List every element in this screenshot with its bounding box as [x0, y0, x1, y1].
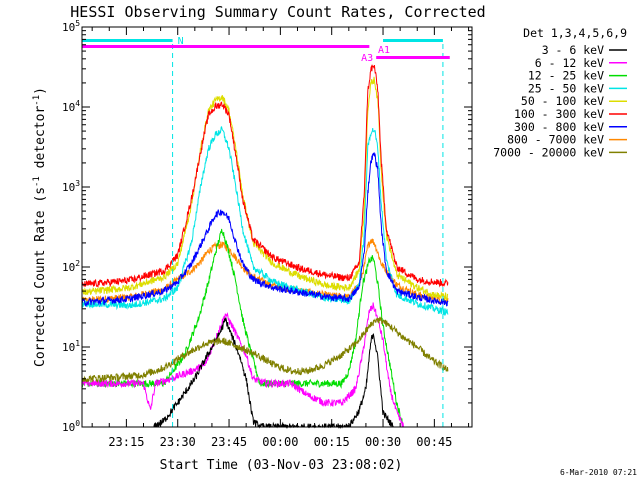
series-line-3: [81, 126, 449, 316]
y-tick-label-3: 103: [62, 179, 80, 194]
x-tick-label-2: 23:45: [211, 435, 247, 449]
y-tick-label-2: 102: [62, 259, 80, 274]
night-label: N: [178, 36, 184, 47]
x-tick-label-6: 00:45: [416, 435, 452, 449]
x-tick-label-3: 00:00: [262, 435, 298, 449]
y-tick-label-5: 105: [62, 19, 80, 34]
legend-title: Det 1,3,4,5,6,9: [523, 26, 627, 40]
y-axis-label-end: ): [33, 87, 48, 95]
x-tick-label-5: 00:30: [365, 435, 401, 449]
y-axis-label-sup1: -1: [32, 176, 42, 187]
attenuator-bar-0: [82, 45, 370, 48]
chart-title: HESSI Observing Summary Count Rates, Cor…: [70, 3, 485, 21]
series-line-6: [81, 151, 449, 307]
y-axis-label-main: Corrected Count Rate (s: [33, 187, 48, 367]
axis-layer: 23:15 23:30 23:45 00:00 00:15 00:30 00:45 100 10…: [62, 19, 472, 449]
x-tick-label-4: 00:15: [314, 435, 350, 449]
series-line-8: [81, 316, 449, 384]
attenuator-label-a1: A1: [378, 45, 390, 56]
night-bar-0: [82, 39, 173, 42]
legend-label-7: 800 - 7000 keV: [507, 133, 604, 147]
timestamp: 6-Mar-2010 07:21: [560, 468, 637, 477]
legend-label-0: 3 - 6 keV: [542, 43, 604, 57]
legend-label-5: 100 - 300 keV: [514, 107, 604, 121]
series-layer: [81, 63, 449, 429]
annotation-layer: N A1 A3: [82, 36, 450, 427]
y-tick-label-4: 104: [62, 99, 80, 114]
x-tick-label-0: 23:15: [108, 435, 144, 449]
y-tick-label-0: 100: [62, 419, 80, 434]
series-line-5: [81, 63, 449, 288]
legend-label-2: 12 - 25 keV: [528, 69, 604, 83]
y-axis-label-sup2: -1: [32, 95, 42, 106]
x-tick-label-1: 23:30: [160, 435, 196, 449]
plot-frame: [81, 26, 473, 428]
legend-label-1: 6 - 12 keV: [535, 56, 604, 70]
legend-label-4: 50 - 100 keV: [521, 94, 604, 108]
y-tick-label-1: 101: [62, 339, 80, 354]
series-line-0: [153, 316, 394, 429]
attenuator-label-a3: A3: [361, 53, 373, 64]
y-axis-label: Corrected Count Rate (s-1 detector-1): [32, 87, 48, 367]
legend-label-3: 25 - 50 keV: [528, 81, 604, 95]
y-axis-label-mid: detector: [33, 106, 48, 177]
x-axis-label: Start Time (03-Nov-03 23:08:02): [160, 458, 403, 473]
legend-label-8: 7000 - 20000 keV: [493, 145, 604, 159]
attenuator-bar-1: [376, 56, 450, 59]
legend-label-6: 300 - 800 keV: [514, 120, 604, 134]
night-bar-1: [383, 39, 443, 42]
